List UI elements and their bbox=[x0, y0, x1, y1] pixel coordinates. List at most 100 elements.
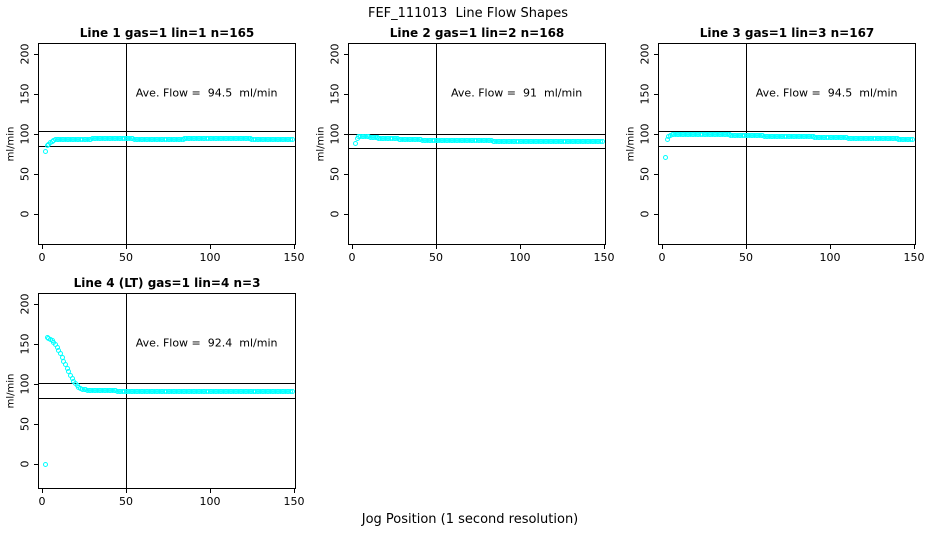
x-tick bbox=[126, 489, 127, 493]
x-tick-label: 50 bbox=[119, 251, 134, 264]
h-ref-line bbox=[38, 383, 296, 384]
y-tick bbox=[34, 464, 38, 465]
data-point bbox=[289, 388, 295, 394]
data-point bbox=[42, 461, 48, 467]
y-tick-label: 50 bbox=[328, 166, 342, 181]
y-tick bbox=[344, 134, 348, 135]
h-ref-line bbox=[348, 148, 606, 149]
y-axis-label: ml/min bbox=[5, 126, 17, 162]
y-tick-label: 150 bbox=[18, 83, 32, 105]
y-tick-label: 50 bbox=[18, 417, 32, 432]
y-tick bbox=[344, 94, 348, 95]
x-tick-label: 50 bbox=[119, 495, 134, 508]
x-tick bbox=[294, 245, 295, 249]
y-tick-label: 150 bbox=[18, 333, 32, 355]
y-tick-label: 0 bbox=[18, 210, 32, 218]
y-tick bbox=[34, 134, 38, 135]
v-ref-line bbox=[126, 43, 127, 245]
h-ref-line bbox=[658, 146, 916, 147]
x-tick-label: 100 bbox=[509, 251, 531, 264]
y-tick-label: 200 bbox=[328, 43, 342, 65]
data-point bbox=[599, 138, 605, 144]
y-tick-label: 200 bbox=[18, 43, 32, 65]
ave-flow-annotation: Ave. Flow = 94.5 ml/min bbox=[755, 86, 898, 100]
y-axis-label: ml/min bbox=[5, 373, 17, 409]
ave-flow-annotation: Ave. Flow = 94.5 ml/min bbox=[135, 86, 278, 100]
v-ref-line bbox=[746, 43, 747, 245]
h-ref-line bbox=[38, 398, 296, 399]
y-tick-label: 150 bbox=[328, 83, 342, 105]
h-ref-line bbox=[658, 131, 916, 132]
x-tick bbox=[604, 245, 605, 249]
subplot-title: Line 2 gas=1 lin=2 n=168 bbox=[389, 26, 565, 40]
x-tick bbox=[126, 245, 127, 249]
figure-title: FEF_111013 Line Flow Shapes bbox=[367, 6, 569, 21]
ave-flow-annotation: Ave. Flow = 91 ml/min bbox=[451, 86, 583, 100]
h-ref-line bbox=[38, 146, 296, 147]
x-tick-label: 0 bbox=[38, 495, 46, 508]
x-tick-label: 100 bbox=[819, 251, 841, 264]
ave-flow-annotation: Ave. Flow = 92.4 ml/min bbox=[135, 336, 278, 350]
y-tick bbox=[34, 94, 38, 95]
plot-box bbox=[348, 43, 606, 245]
data-point bbox=[42, 149, 48, 155]
y-tick-label: 50 bbox=[18, 166, 32, 181]
x-tick-label: 150 bbox=[903, 251, 925, 264]
data-point bbox=[909, 136, 915, 142]
y-axis-label: ml/min bbox=[625, 126, 637, 162]
plot-box bbox=[38, 43, 296, 245]
y-tick bbox=[654, 94, 658, 95]
y-tick bbox=[344, 174, 348, 175]
y-tick-label: 200 bbox=[638, 43, 652, 65]
x-tick bbox=[352, 245, 353, 249]
data-point bbox=[289, 136, 295, 142]
y-tick-label: 0 bbox=[18, 460, 32, 468]
x-tick-label: 0 bbox=[658, 251, 666, 264]
x-tick bbox=[746, 245, 747, 249]
v-ref-line bbox=[436, 43, 437, 245]
y-tick bbox=[654, 174, 658, 175]
x-tick-label: 150 bbox=[283, 495, 305, 508]
x-tick bbox=[662, 245, 663, 249]
x-tick-label: 150 bbox=[283, 251, 305, 264]
x-tick-label: 150 bbox=[593, 251, 615, 264]
x-tick-label: 50 bbox=[739, 251, 754, 264]
x-tick-label: 50 bbox=[429, 251, 444, 264]
subplot-title: Line 3 gas=1 lin=3 n=167 bbox=[699, 26, 875, 40]
x-tick bbox=[294, 489, 295, 493]
data-point bbox=[352, 141, 358, 147]
y-tick-label: 50 bbox=[638, 166, 652, 181]
x-tick bbox=[42, 245, 43, 249]
y-tick bbox=[654, 214, 658, 215]
plot-box bbox=[658, 43, 916, 245]
y-tick-label: 100 bbox=[328, 123, 342, 145]
x-tick-label: 100 bbox=[199, 495, 221, 508]
data-point bbox=[662, 155, 668, 161]
subplot-title: Line 1 gas=1 lin=1 n=165 bbox=[79, 26, 255, 40]
y-tick-label: 0 bbox=[328, 210, 342, 218]
x-tick bbox=[830, 245, 831, 249]
x-tick bbox=[520, 245, 521, 249]
y-tick bbox=[34, 344, 38, 345]
y-axis-label: ml/min bbox=[315, 126, 327, 162]
y-tick bbox=[34, 384, 38, 385]
y-tick bbox=[34, 54, 38, 55]
y-tick bbox=[34, 304, 38, 305]
x-tick bbox=[210, 245, 211, 249]
y-tick bbox=[344, 214, 348, 215]
x-tick bbox=[436, 245, 437, 249]
y-tick bbox=[34, 214, 38, 215]
y-tick bbox=[654, 134, 658, 135]
y-tick bbox=[34, 424, 38, 425]
x-tick-label: 100 bbox=[199, 251, 221, 264]
x-tick bbox=[210, 489, 211, 493]
y-tick-label: 150 bbox=[638, 83, 652, 105]
y-tick-label: 100 bbox=[638, 123, 652, 145]
y-tick-label: 100 bbox=[18, 373, 32, 395]
y-tick-label: 200 bbox=[18, 293, 32, 315]
y-tick bbox=[654, 54, 658, 55]
x-tick-label: 0 bbox=[348, 251, 356, 264]
x-tick bbox=[42, 489, 43, 493]
subplot-title: Line 4 (LT) gas=1 lin=4 n=3 bbox=[73, 276, 261, 290]
